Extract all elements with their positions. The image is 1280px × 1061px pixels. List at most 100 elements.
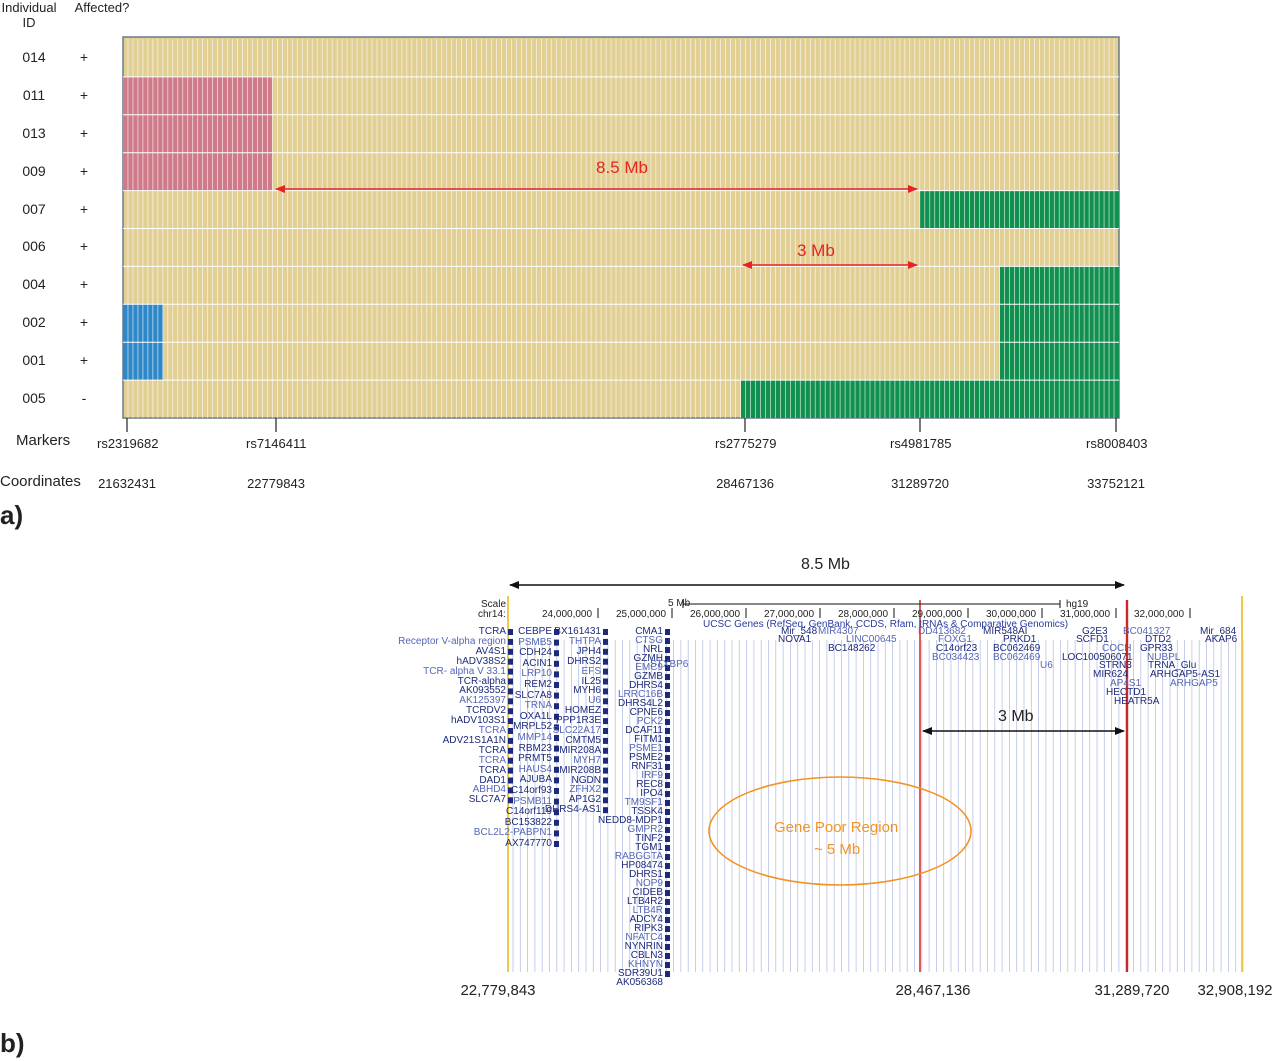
gene-feature	[508, 708, 513, 715]
gene-feature	[665, 818, 670, 824]
gene-label: MYH7	[573, 754, 601, 766]
gene-label: AK056368	[616, 977, 663, 988]
gene-label: PRMT5	[518, 753, 552, 765]
gene-feature	[665, 944, 670, 950]
axis-tick-label: 25,000,000	[616, 609, 667, 620]
gene-label: DCAF11	[625, 725, 663, 736]
gene-label: HEATR5A	[1114, 696, 1160, 707]
gene-feature	[554, 671, 559, 678]
gene-label: TCRA	[478, 754, 506, 766]
gene-label: hADV103S1	[450, 715, 506, 727]
gene-feature	[665, 935, 670, 941]
coordinate-rs7146411: 22779843	[247, 476, 305, 491]
gene-label: CDH24	[519, 647, 552, 659]
gene-feature	[554, 766, 559, 773]
axis-tick-label: 28,000,000	[838, 609, 889, 620]
gene-label: C14orf119	[506, 806, 552, 818]
gene-feature	[554, 682, 559, 688]
gene-label: DHRS4	[629, 680, 663, 691]
bottom-coordinate: 31,289,720	[1094, 982, 1170, 999]
row-affected-009: +	[79, 162, 89, 179]
panel-b-label: b)	[0, 1028, 25, 1058]
gene-label: LRP10	[521, 668, 552, 680]
gene-feature	[665, 701, 670, 707]
gene-feature	[665, 917, 670, 923]
gene-label: HECTD1	[1106, 687, 1147, 698]
gene-feature	[508, 728, 513, 734]
row-id-011: 011	[22, 86, 46, 103]
markers-label: Markers	[16, 432, 71, 449]
gene-label: PPP1R3E	[555, 715, 601, 727]
gene-label: RNF31	[631, 761, 663, 772]
gene-feature	[665, 890, 670, 896]
gene-label: GPR33	[1140, 643, 1173, 654]
gene-feature	[603, 629, 608, 635]
gene-label: U6	[588, 695, 601, 707]
green-haplotype-block-005	[741, 380, 1000, 418]
gene-feature	[508, 668, 513, 675]
gene-label: ARHGAP5-AS1	[1150, 669, 1221, 680]
gene-feature	[554, 629, 559, 635]
gene-label: KHNYN	[627, 959, 663, 970]
gene-feature	[665, 719, 670, 725]
gene-label: HAUS4	[518, 763, 552, 775]
gene-label: NRL	[642, 644, 663, 655]
gene-label: PCK2	[636, 716, 663, 727]
gene-feature	[665, 773, 670, 779]
row-affected-013: +	[79, 124, 89, 141]
haplotype-grid	[122, 36, 1120, 432]
gene-label: FOXG1	[938, 634, 972, 645]
gene-label: TCR-alpha	[457, 675, 506, 687]
gene-feature	[508, 698, 513, 705]
marker-rs2775279: rs2775279	[715, 436, 777, 451]
b-arrow-8-5mb-label: 8.5 Mb	[801, 556, 850, 573]
gene-feature	[603, 737, 608, 744]
gene-label: HP08474	[621, 860, 663, 871]
gene-label: SLC22A17	[552, 725, 601, 736]
gene-label: JPH4	[576, 645, 601, 657]
gene-feature	[554, 713, 559, 720]
gene-label: ZFHX2	[569, 784, 601, 796]
scale-label: Scale	[481, 599, 507, 610]
gene-label: PSME2	[629, 752, 663, 763]
gene-label: MIR208B	[559, 764, 601, 776]
bottom-coordinate: 28,467,136	[895, 982, 971, 999]
gene-feature	[554, 724, 559, 731]
axis-tick-label: 27,000,000	[764, 609, 815, 620]
gene-poor-region-label: Gene Poor Region	[774, 819, 899, 836]
gene-label: STRN3	[1099, 660, 1132, 671]
gene-feature	[508, 629, 513, 635]
gene-feature	[665, 863, 670, 869]
gene-label: DHRS4L2	[617, 698, 663, 709]
gene-feature	[554, 660, 559, 667]
gene-feature	[508, 658, 513, 665]
gene-label: NFATC4	[625, 932, 663, 943]
gene-label: SLC7A8	[514, 689, 552, 701]
gene-feature	[665, 926, 670, 932]
axis-tick-label: 31,000,000	[1060, 609, 1111, 620]
b-arrow-3mb-label: 3 Mb	[998, 708, 1034, 725]
gene-label: PSMB5	[518, 636, 552, 648]
gene-feature	[665, 962, 670, 968]
gene-label: TINF2	[635, 833, 663, 844]
gene-label: IL25	[581, 675, 601, 687]
gene-label: TCR- alpha V 33.1	[423, 665, 506, 677]
gene-label: PSME1	[629, 743, 663, 754]
gene-feature	[603, 658, 608, 665]
gene-feature	[508, 648, 513, 655]
gene-feature	[554, 745, 559, 752]
marker-rs8008403: rs8008403	[1086, 436, 1148, 451]
gene-label: MIR4307	[818, 626, 859, 637]
gene-label: LTB4R2	[627, 896, 663, 907]
scale-bar-label: 5 Mb	[668, 598, 691, 609]
gene-label: BC062469	[993, 652, 1041, 663]
gene-feature	[554, 756, 559, 763]
row-affected-014: +	[79, 48, 89, 65]
gene-label: hADV38S2	[456, 655, 506, 667]
gene-feature	[554, 692, 559, 699]
coordinate-rs2319682: 21632431	[98, 476, 156, 491]
gene-poor-ellipse	[708, 776, 972, 886]
gene-label: REC8	[636, 779, 663, 790]
gene-feature	[665, 737, 670, 743]
gene-feature	[508, 757, 513, 764]
